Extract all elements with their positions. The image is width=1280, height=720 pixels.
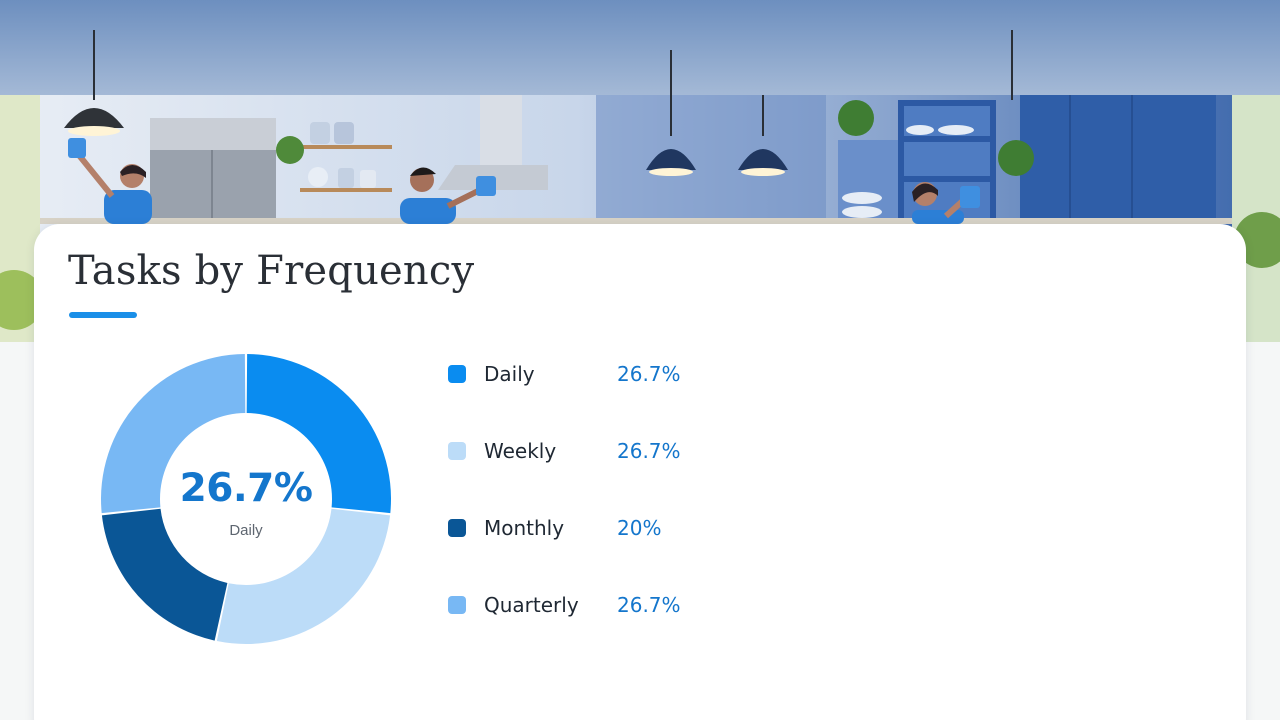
- legend-label: Daily: [484, 362, 535, 386]
- cleaner-figure-1: [68, 138, 152, 224]
- cleaner-figure-3: [912, 182, 980, 224]
- legend-item-monthly[interactable]: Monthly 20%: [446, 508, 766, 548]
- donut-slice-weekly[interactable]: [216, 508, 391, 644]
- legend-swatch: [448, 519, 466, 537]
- donut-slice-monthly[interactable]: [101, 508, 228, 641]
- chart-title: Tasks by Frequency: [68, 248, 475, 294]
- donut-center-label: Daily: [229, 522, 263, 539]
- legend-label: Weekly: [484, 439, 557, 463]
- legend-item-daily[interactable]: Daily 26.7%: [446, 354, 766, 394]
- legend-value: 20%: [617, 516, 662, 540]
- legend-value: 26.7%: [617, 593, 681, 617]
- header-banner-illustration: [0, 0, 1280, 342]
- legend-item-quarterly[interactable]: Quarterly 26.7%: [446, 585, 766, 625]
- donut-slice-quarterly[interactable]: [101, 354, 246, 514]
- chart-card: Tasks by Frequency 26.7% Daily Daily 26.…: [34, 224, 1246, 720]
- legend-swatch: [448, 442, 466, 460]
- legend-swatch: [448, 596, 466, 614]
- donut-center-value: 26.7%: [179, 466, 313, 511]
- legend-swatch: [448, 365, 466, 383]
- legend-item-weekly[interactable]: Weekly 26.7%: [446, 431, 766, 471]
- legend-label: Monthly: [484, 516, 565, 540]
- donut-chart: [96, 349, 396, 649]
- legend-label: Quarterly: [484, 593, 579, 617]
- legend-value: 26.7%: [617, 439, 681, 463]
- cleaner-figure-2: [400, 167, 496, 224]
- donut-slice-daily[interactable]: [246, 354, 391, 514]
- title-underline: [69, 312, 137, 318]
- legend-value: 26.7%: [617, 362, 681, 386]
